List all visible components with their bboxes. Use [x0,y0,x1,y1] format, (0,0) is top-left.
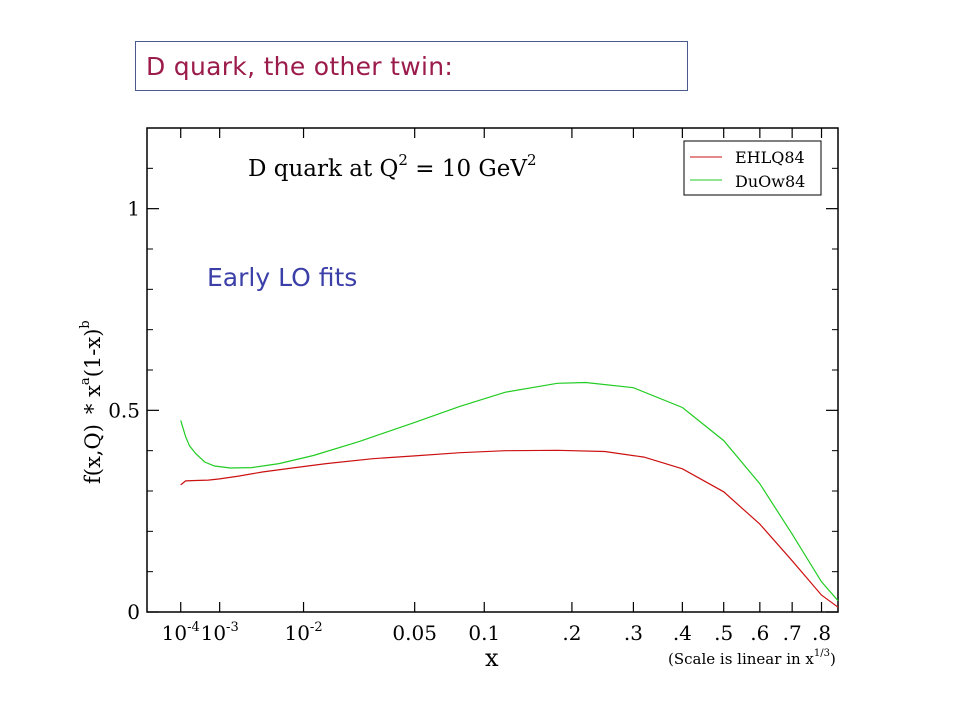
y-tick-label-2: 1 [127,197,140,221]
x-tick-label-5: .2 [562,621,581,645]
legend: EHLQ84 DuOw84 [683,140,822,196]
x-scale-note-exp: 1/3 [814,648,830,659]
y-axis-label-exp-b: b [78,320,93,328]
slide-heading: D quark, the other twin: [135,41,688,91]
plot-frame [146,127,839,613]
x-tick-label-8: .5 [714,621,733,645]
y-axis-label-part1: f(x,Q) [81,424,105,484]
chart-title-exp2: 2 [527,151,537,169]
x-axis-label: x [485,644,499,672]
legend-label-ehlq84: EHLQ84 [735,148,805,167]
y-tick-label-1: 0.5 [108,398,140,422]
x-tick-label-7: .4 [673,621,692,645]
legend-box [683,140,822,196]
y-axis-label-part2: * x [81,385,105,414]
legend-label-duow84: DuOw84 [735,172,805,191]
x-tick-label-11: .8 [812,621,831,645]
annotation-early-lo-fits: Early LO fits [207,263,357,292]
series-line-duow84 [180,381,839,602]
y-axis-label-part3: (1-x) [81,329,105,378]
y-tick-label-0: 0 [127,600,140,624]
x-tick-label-9: .6 [750,621,769,645]
x-scale-note-after: ) [830,650,836,668]
x-tick-label-6: .3 [624,621,643,645]
x-scale-note: (Scale is linear in x1/3) [668,648,836,668]
axis-ticks: 0 0.5 1 10-4 10-3 10-2 0.05 0.1 .2 .3 .4 .5 .6 .7 .8 [108,128,838,645]
chart-title-mid: = 10 GeV [408,156,527,182]
chart-title-main: D quark at Q [248,156,398,182]
series-lines [180,381,839,608]
y-axis-label: f(x,Q) * xa(1-x)b [78,320,105,484]
x-tick-label-10: .7 [783,621,802,645]
x-tick-label-2: 10-2 [284,620,322,645]
chart-title-exp1: 2 [398,151,408,169]
chart-title: D quark at Q2 = 10 GeV2 [248,151,537,182]
series-line-ehlq84 [180,449,839,608]
x-tick-label-4: 0.1 [468,621,500,645]
x-scale-note-before: (Scale is linear in x [668,650,814,668]
x-tick-label-1: 10-3 [201,620,239,645]
x-tick-label-0: 10-4 [162,620,200,645]
x-tick-label-3: 0.05 [392,621,437,645]
y-axis-label-exp-a: a [78,377,93,385]
